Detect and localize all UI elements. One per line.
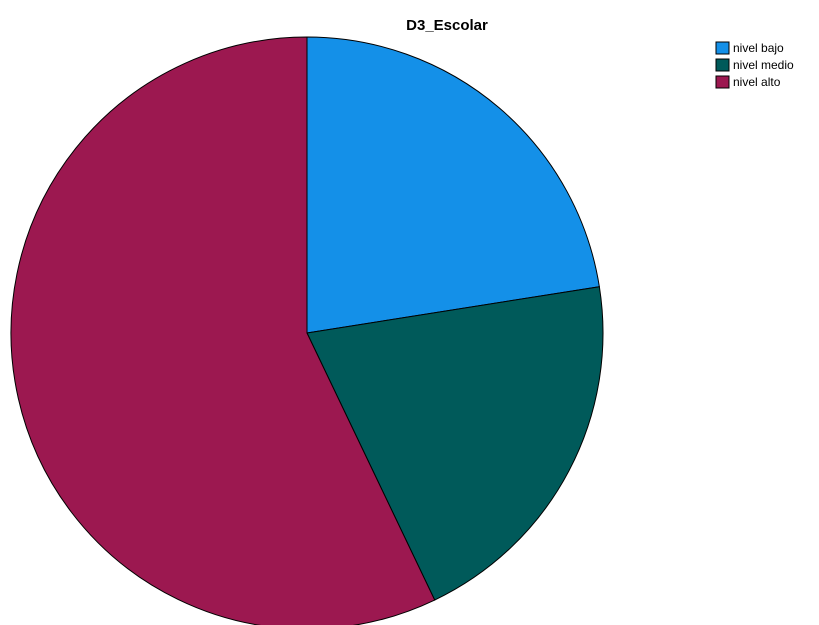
pie-slice-nivel-alto [10, 36, 436, 625]
pie-slice-nivel-medio [306, 286, 604, 601]
legend-swatch-nivel-bajo [715, 41, 730, 55]
chart-title: D3_Escolar [406, 17, 488, 34]
legend-swatch-nivel-alto [715, 75, 730, 89]
pie-slice-nivel-bajo [306, 36, 600, 334]
legend-swatch-nivel-medio [715, 58, 730, 72]
legend-label-nivel-bajo: nivel bajo [733, 41, 784, 55]
legend-label-nivel-medio: nivel medio [733, 58, 794, 72]
chart-legend: nivel bajo nivel medio nivel alto [715, 41, 794, 89]
legend-label-nivel-alto: nivel alto [733, 75, 781, 89]
pie-slices [10, 36, 604, 625]
